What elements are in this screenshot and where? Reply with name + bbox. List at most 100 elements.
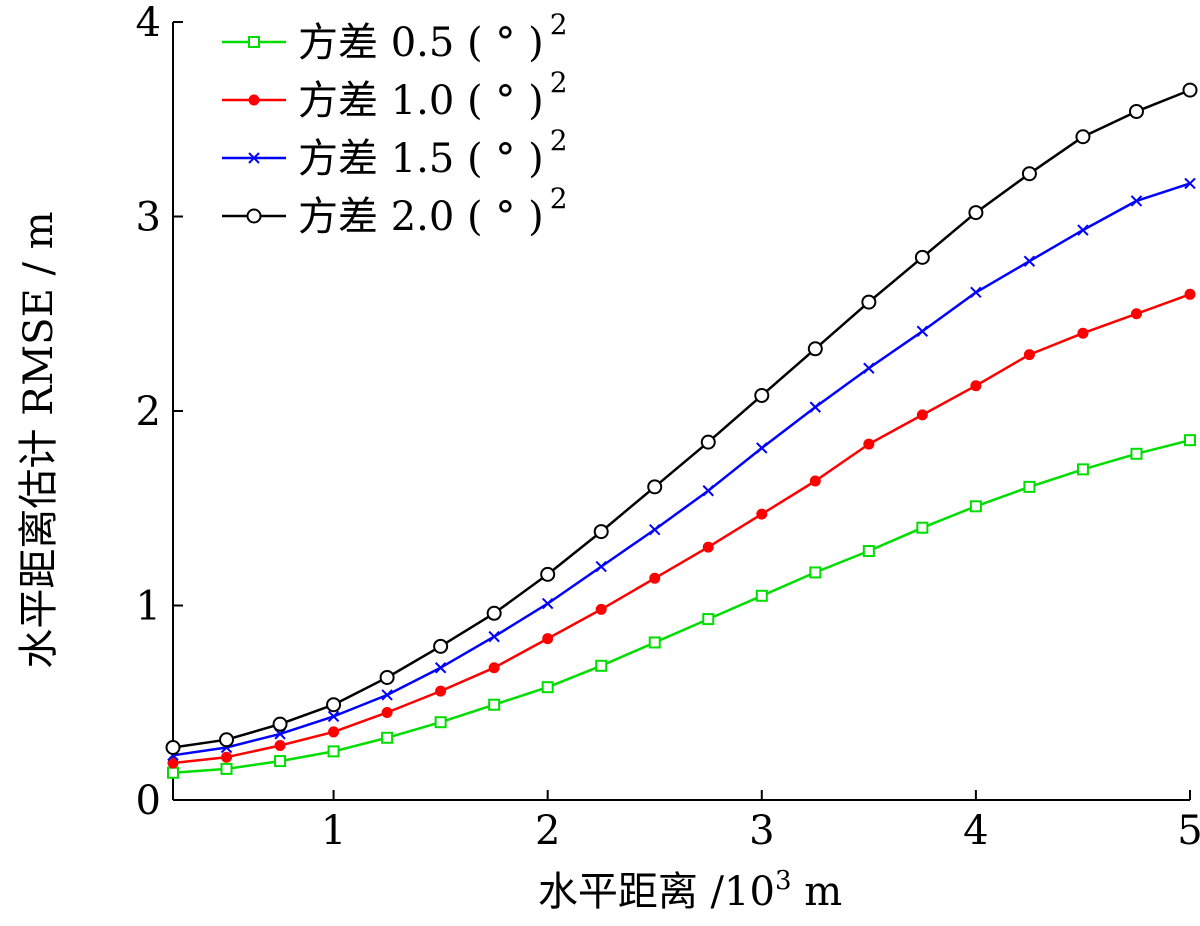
data-point [272,716,288,732]
x-marker-stroke [702,485,714,497]
data-point [648,636,661,649]
data-point [1130,195,1143,207]
data-point [220,762,233,775]
legend-label: 方差 1.5 ( ° ) 2 [298,124,568,182]
legend-label: 方差 2.0 ( ° ) 2 [298,182,568,240]
data-point [916,325,929,337]
legend-entry-4: 方差 2.0 ( ° ) 2 [222,182,568,240]
legend-label-main: 方差 1.5 ( ° ) [298,136,544,182]
data-point [1184,288,1196,300]
data-point [702,485,714,497]
data-point [327,745,340,758]
x-marker-stroke [809,401,822,413]
data-point [381,689,393,701]
data-point [756,508,768,520]
data-point [435,685,447,697]
series-2 [167,288,1196,769]
x-marker-stroke [541,597,554,610]
x-marker-stroke [1023,255,1036,267]
data-point [541,681,554,694]
data-point [970,380,982,392]
x-marker-stroke [1077,224,1089,236]
data-point [379,669,395,685]
x-tick-label: 3 [749,808,774,854]
x-tick-label: 2 [535,808,560,854]
legend-label-main: 方差 1.0 ( ° ) [298,78,544,124]
data-point [756,442,768,454]
data-point [914,249,930,265]
data-point [327,710,340,723]
legend-marker [248,152,260,164]
data-point [167,766,179,779]
series-4 [165,82,1198,755]
x-marker-stroke [756,442,768,454]
legend-label: 方差 0.5 ( ° ) 2 [298,8,568,66]
data-point [219,732,235,748]
data-point [1130,308,1142,320]
legend-label: 方差 1.0 ( ° ) 2 [298,66,568,124]
legend-marker [248,36,260,48]
data-point [167,757,179,769]
data-point [968,205,984,221]
x-marker-stroke [863,362,875,374]
series-3 [167,177,1196,761]
data-point [1128,103,1144,119]
data-point [488,630,500,643]
data-point [809,475,821,487]
data-point [486,605,502,621]
x-tick-label: 4 [963,808,988,854]
y-tick-label: 3 [136,195,161,241]
x-marker-stroke [649,523,661,536]
data-point [1023,480,1036,493]
legend-label-exponent: 2 [550,182,568,215]
series-line [172,182,1191,757]
series-line [172,293,1191,765]
data-point [754,387,770,403]
data-point [916,409,928,421]
x-tick-label: 1 [321,808,346,854]
data-point [274,740,286,752]
series-line [172,438,1191,775]
x-marker-stroke [488,630,500,643]
x-marker-stroke [434,662,447,674]
data-point [1075,129,1091,145]
data-point [863,438,875,450]
data-point [1184,434,1196,447]
x-tick-label: 5 [1177,808,1200,854]
legend-label-exponent: 2 [550,66,568,99]
data-point [434,716,447,729]
legend-entry-1: 方差 0.5 ( ° ) 2 [222,8,568,66]
data-point [1130,447,1143,460]
data-point [595,560,607,573]
data-point [647,479,663,495]
data-point [540,566,556,582]
y-tick-label: 0 [136,778,161,824]
data-point [274,755,287,768]
data-point [595,603,607,615]
x-axis-title-unit: m [791,869,842,915]
data-point [969,500,982,513]
data-point [649,523,661,536]
x-marker-stroke [1130,195,1143,207]
legend-label-exponent: 2 [550,124,568,157]
data-point [1077,224,1089,236]
data-point [326,697,342,713]
data-point [488,662,500,674]
data-point [542,633,554,645]
data-point [807,341,823,357]
x-marker-stroke [381,689,393,701]
data-point [702,541,714,553]
legend-marker [248,94,260,106]
data-point [1023,349,1035,361]
data-point [541,597,554,610]
data-point [593,524,609,540]
data-point [649,572,661,584]
data-point [702,613,715,626]
data-point [1077,327,1089,339]
y-tick-label: 4 [136,0,161,46]
legend-entry-3: 方差 1.5 ( ° ) 2 [222,124,568,182]
data-point [488,698,501,711]
data-point [1076,463,1089,476]
data-point [221,751,233,763]
